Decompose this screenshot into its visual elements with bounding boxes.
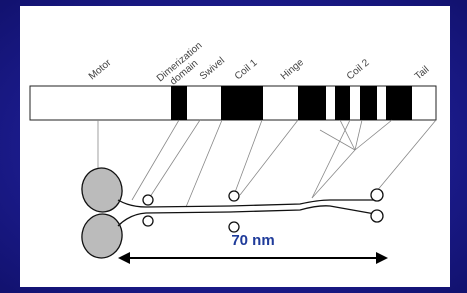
kinesin-diagram: 70 nm MotorDimerizationdomainSwivelCoil … [0,0,467,293]
scale-label: 70 nm [231,232,274,249]
